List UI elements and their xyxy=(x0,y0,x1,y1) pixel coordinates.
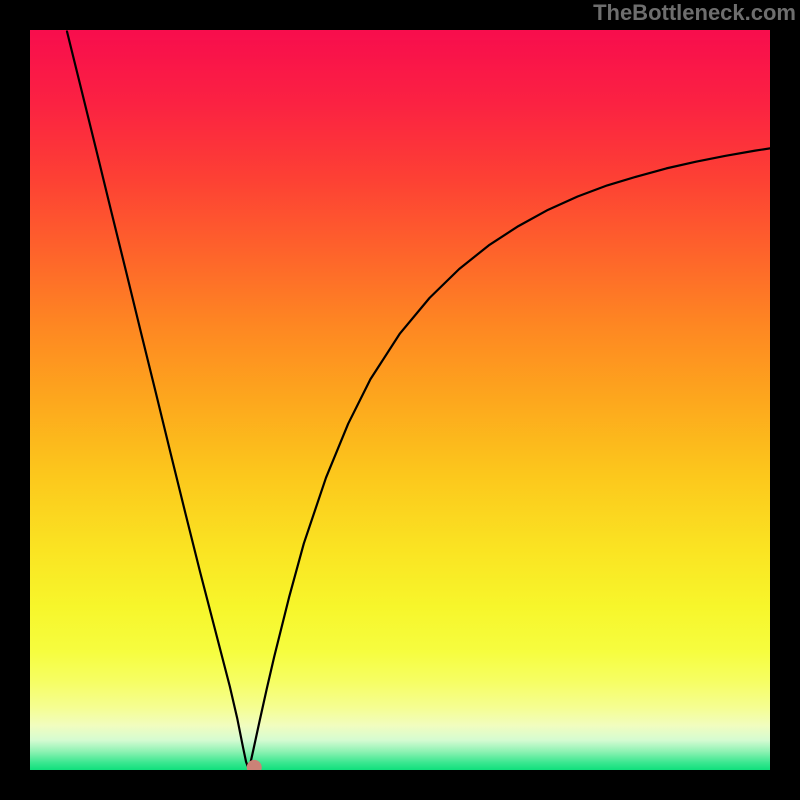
plot-area xyxy=(30,30,770,770)
chart-container: TheBottleneck.com xyxy=(0,0,800,800)
watermark-text: TheBottleneck.com xyxy=(593,0,796,26)
gradient-background xyxy=(30,30,770,770)
chart-svg xyxy=(30,30,770,770)
